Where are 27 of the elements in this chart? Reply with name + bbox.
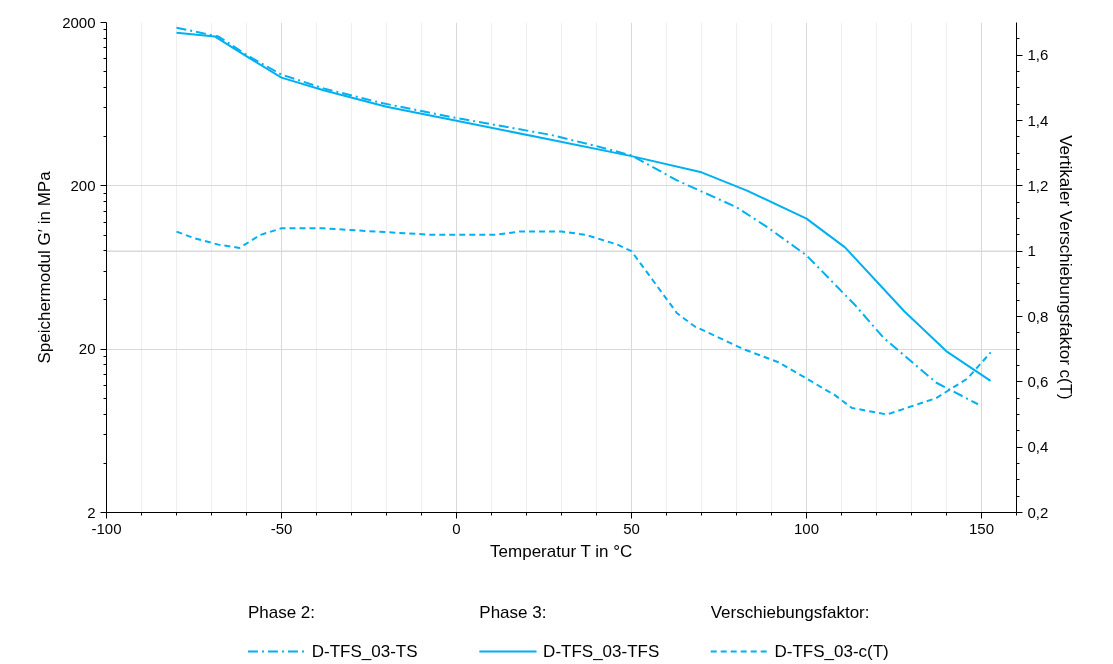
x-tick-label: 0 xyxy=(452,519,461,537)
legend-label: D-TFS_03-TS xyxy=(311,642,418,661)
y-tick-label: 2000 xyxy=(62,13,96,31)
x-tick-label: -50 xyxy=(270,519,293,537)
text: Verschiebungsfaktor: xyxy=(710,603,870,622)
y2-tick-label: 0,8 xyxy=(1027,307,1049,325)
x-axis-title: Temperatur T in °C xyxy=(490,541,633,561)
y2-tick-label: 0,2 xyxy=(1027,503,1049,521)
y2-axis-title: Vertikaler Verschiebungsfaktor c(T) xyxy=(1056,135,1076,400)
x-tick-label: 150 xyxy=(968,519,995,537)
y-tick-label: 2 xyxy=(87,503,96,521)
legend-label: D-TFS_03-TFS xyxy=(543,642,660,661)
y2-tick-label: 1 xyxy=(1027,242,1036,260)
y2-tick-label: 0,4 xyxy=(1027,438,1049,456)
x-tick-label: 50 xyxy=(623,519,640,537)
legend-label: D-TFS_03-c(T) xyxy=(774,642,889,661)
y2-tick-label: 0,6 xyxy=(1027,372,1049,390)
text: Phase 3: xyxy=(479,603,547,622)
y2-tick-label: 1,4 xyxy=(1027,111,1049,129)
x-tick-label: 100 xyxy=(793,519,820,537)
y-tick-label: 200 xyxy=(70,176,96,194)
text: Phase 2: xyxy=(247,603,316,622)
y2-tick-label: 1,6 xyxy=(1027,46,1049,64)
y-tick-label: 20 xyxy=(78,340,96,358)
y2-tick-label: 1,2 xyxy=(1027,176,1049,194)
x-tick-label: -100 xyxy=(91,519,122,537)
y-axis-title: Speichermodul G′ in MPa xyxy=(35,170,55,364)
